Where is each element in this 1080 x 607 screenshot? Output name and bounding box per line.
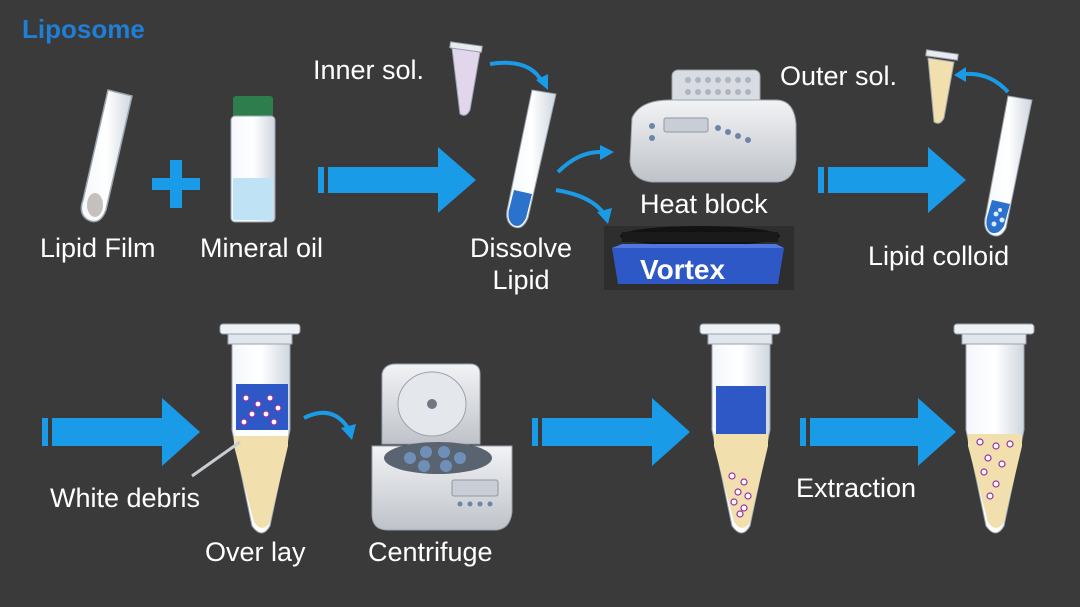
process-arrow-icon — [532, 398, 690, 466]
label-centrifuge: Centrifuge — [368, 537, 493, 567]
dissolve-lipid-tube-icon — [506, 89, 557, 229]
label-dissolve-line2: Lipid — [492, 265, 550, 296]
arrowhead-icon — [341, 424, 356, 440]
transfer-arrowhead-icon — [536, 74, 548, 90]
label-lipid-colloid: Lipid colloid — [868, 241, 1010, 271]
mineral-oil-bottle-icon — [230, 96, 276, 223]
extracted-tube-icon — [953, 323, 1035, 534]
arrowhead-icon — [600, 145, 614, 160]
arrowhead-icon — [597, 208, 612, 224]
to-heatblock-arrow-icon — [556, 150, 601, 174]
plus-icon — [152, 160, 200, 208]
label-over-lay: Over lay — [205, 537, 306, 567]
label-extraction: Extraction — [796, 473, 917, 503]
label-mineral-oil: Mineral oil — [200, 233, 324, 263]
label-dissolve-line1: Dissolve — [469, 233, 573, 263]
to-centrifuge-arrow-icon — [303, 410, 350, 430]
heat-block-device-icon — [629, 69, 797, 183]
label-lipid-film: Lipid Film — [40, 233, 156, 263]
inner-sol-tube-icon — [449, 41, 483, 116]
process-arrow-icon — [818, 147, 966, 213]
process-arrow-icon — [42, 398, 200, 466]
label-outer-sol: Outer sol. — [780, 61, 898, 91]
label-inner-sol: Inner sol. — [313, 55, 425, 85]
label-dissolve-lipid: Dissolve Lipid — [456, 232, 586, 297]
label-heat-block: Heat block — [640, 189, 768, 219]
overlay-tube-icon — [219, 323, 301, 534]
diagram-title: Liposome — [22, 14, 145, 44]
process-arrow-icon — [800, 398, 956, 466]
vortex-device-icon — [604, 226, 794, 290]
label-vortex: Vortex — [640, 254, 726, 285]
lipid-colloid-tube-icon — [984, 95, 1033, 237]
separated-tube-icon — [699, 323, 781, 534]
to-vortex-arrow-icon — [555, 188, 606, 216]
label-white-debris: White debris — [50, 483, 201, 513]
outer-sol-tube-icon — [925, 49, 959, 124]
transfer-arrow-icon — [489, 60, 544, 84]
transfer-arrow-icon — [963, 71, 1010, 94]
arrowhead-icon — [954, 67, 966, 82]
centrifuge-device-icon — [371, 363, 513, 531]
debris-pointer-line — [191, 440, 241, 478]
lipid-film-tube-icon — [80, 89, 133, 223]
process-arrow-icon — [318, 147, 476, 213]
